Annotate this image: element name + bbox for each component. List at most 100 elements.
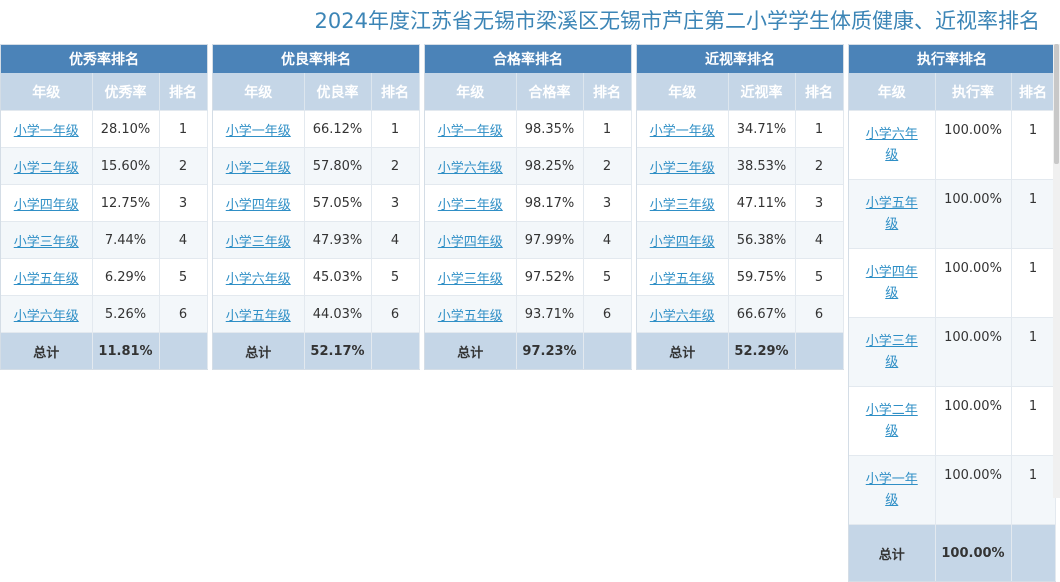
rank-cell: 5 [583, 258, 632, 296]
grade-cell: 小学四年级 [1, 184, 93, 222]
rate-value-cell: 15.60% [92, 147, 160, 185]
total-label: 总计 [849, 524, 936, 581]
grade-link[interactable]: 小学二年级 [13, 160, 79, 176]
rank-cell: 1 [1011, 317, 1056, 387]
rank-cell: 1 [1011, 386, 1056, 456]
grade-link[interactable]: 小学一年级 [649, 123, 715, 139]
grade-link[interactable]: 小学四年级 [13, 197, 79, 213]
grade-link[interactable]: 小学六年级 [649, 308, 715, 324]
grade-cell: 小学二年级 [213, 147, 305, 185]
table-row: 小学六年级 66.67% 6 [637, 295, 844, 333]
grade-link[interactable]: 小学三年级 [865, 334, 918, 370]
grade-link[interactable]: 小学一年级 [13, 123, 79, 139]
grade-link[interactable]: 小学二年级 [649, 160, 715, 176]
grade-link[interactable]: 小学四年级 [437, 234, 503, 250]
rank-cell: 1 [1011, 248, 1056, 318]
table-row: 小学五年级 6.29% 5 [1, 258, 208, 296]
column-header-grade[interactable]: 年级 [425, 73, 517, 111]
grade-cell: 小学五年级 [1, 258, 93, 296]
grade-cell: 小学六年级 [1, 295, 93, 333]
grade-cell: 小学三年级 [849, 317, 936, 387]
rank-cell: 4 [159, 221, 208, 259]
grade-link[interactable]: 小学五年级 [865, 196, 918, 232]
column-header-value[interactable]: 近视率 [728, 73, 796, 111]
execution-rate-panel: 执行率排名 年级 执行率 排名 小学六年级 100.00% 1 小学五年级 100.00% 1 小学… [848, 44, 1056, 582]
total-rank-empty [371, 332, 420, 369]
grade-link[interactable]: 小学六年级 [225, 271, 291, 287]
rank-cell: 6 [795, 295, 844, 333]
grade-cell: 小学一年级 [637, 110, 729, 148]
pass-rate-panel: 合格率排名 年级 合格率 排名 小学一年级 98.35% 1 小学六年级 98.25% 2 小学二年… [424, 44, 632, 370]
column-header-grade[interactable]: 年级 [849, 73, 936, 111]
column-header-grade[interactable]: 年级 [637, 73, 729, 111]
table-row: 小学二年级 98.17% 3 [425, 184, 632, 222]
grade-link[interactable]: 小学六年级 [865, 127, 918, 163]
total-label: 总计 [425, 332, 517, 369]
table-row: 小学五年级 93.71% 6 [425, 295, 632, 333]
grade-cell: 小学二年级 [637, 147, 729, 185]
grade-link[interactable]: 小学二年级 [437, 197, 503, 213]
grade-cell: 小学五年级 [849, 179, 936, 249]
column-header-value[interactable]: 合格率 [516, 73, 584, 111]
grade-cell: 小学四年级 [849, 248, 936, 318]
column-header-grade[interactable]: 年级 [1, 73, 93, 111]
grade-link[interactable]: 小学三年级 [437, 271, 503, 287]
column-header-value[interactable]: 优良率 [304, 73, 372, 111]
execution-rate-table: 执行率排名 年级 执行率 排名 小学六年级 100.00% 1 小学五年级 100.00% 1 小学… [849, 45, 1056, 581]
total-row: 总计 11.81% [1, 332, 208, 369]
grade-link[interactable]: 小学一年级 [225, 123, 291, 139]
column-header-value[interactable]: 优秀率 [92, 73, 160, 111]
rate-value-cell: 57.05% [304, 184, 372, 222]
grade-link[interactable]: 小学六年级 [13, 308, 79, 324]
grade-cell: 小学三年级 [637, 184, 729, 222]
column-header-rank[interactable]: 排名 [795, 73, 844, 111]
good-rate-table: 优良率排名 年级 优良率 排名 小学一年级 66.12% 1 小学二年级 57.80% 2 小学四年… [213, 45, 420, 369]
grade-link[interactable]: 小学五年级 [13, 271, 79, 287]
grade-link[interactable]: 小学二年级 [865, 403, 918, 439]
table-row: 小学五年级 59.75% 5 [637, 258, 844, 296]
grade-link[interactable]: 小学四年级 [649, 234, 715, 250]
grade-link[interactable]: 小学一年级 [865, 472, 918, 508]
rank-cell: 6 [583, 295, 632, 333]
grade-link[interactable]: 小学二年级 [225, 160, 291, 176]
grade-link[interactable]: 小学四年级 [865, 265, 918, 301]
grade-link[interactable]: 小学四年级 [225, 197, 291, 213]
column-header-rank[interactable]: 排名 [1011, 73, 1056, 111]
rate-value-cell: 66.67% [728, 295, 796, 333]
rate-value-cell: 59.75% [728, 258, 796, 296]
column-header-rank[interactable]: 排名 [159, 73, 208, 111]
grade-link[interactable]: 小学三年级 [649, 197, 715, 213]
rank-cell: 6 [159, 295, 208, 333]
grade-link[interactable]: 小学五年级 [437, 308, 503, 324]
rank-cell: 4 [795, 221, 844, 259]
grade-cell: 小学六年级 [425, 147, 517, 185]
rank-cell: 3 [371, 184, 420, 222]
column-header-grade[interactable]: 年级 [213, 73, 305, 111]
grade-link[interactable]: 小学五年级 [225, 308, 291, 324]
total-row: 总计 52.29% [637, 332, 844, 369]
rate-value-cell: 12.75% [92, 184, 160, 222]
grade-link[interactable]: 小学一年级 [437, 123, 503, 139]
total-rank-empty [1011, 524, 1056, 581]
rate-value-cell: 34.71% [728, 110, 796, 148]
vertical-scrollbar[interactable] [1053, 44, 1060, 498]
pass-rate-caption: 合格率排名 [425, 45, 632, 73]
rank-cell: 1 [583, 110, 632, 148]
total-rank-empty [795, 332, 844, 369]
total-label: 总计 [213, 332, 305, 369]
column-header-value[interactable]: 执行率 [935, 73, 1012, 111]
rank-cell: 4 [371, 221, 420, 259]
grade-link[interactable]: 小学三年级 [225, 234, 291, 250]
rate-value-cell: 98.25% [516, 147, 584, 185]
grade-link[interactable]: 小学六年级 [437, 160, 503, 176]
grade-link[interactable]: 小学五年级 [649, 271, 715, 287]
table-row: 小学四年级 56.38% 4 [637, 221, 844, 259]
grade-link[interactable]: 小学三年级 [13, 234, 79, 250]
column-header-rank[interactable]: 排名 [371, 73, 420, 111]
rate-value-cell: 44.03% [304, 295, 372, 333]
column-header-rank[interactable]: 排名 [583, 73, 632, 111]
total-value: 100.00% [935, 524, 1012, 581]
table-row: 小学一年级 98.35% 1 [425, 110, 632, 148]
scrollbar-thumb[interactable] [1054, 44, 1059, 164]
rate-value-cell: 100.00% [935, 179, 1012, 249]
